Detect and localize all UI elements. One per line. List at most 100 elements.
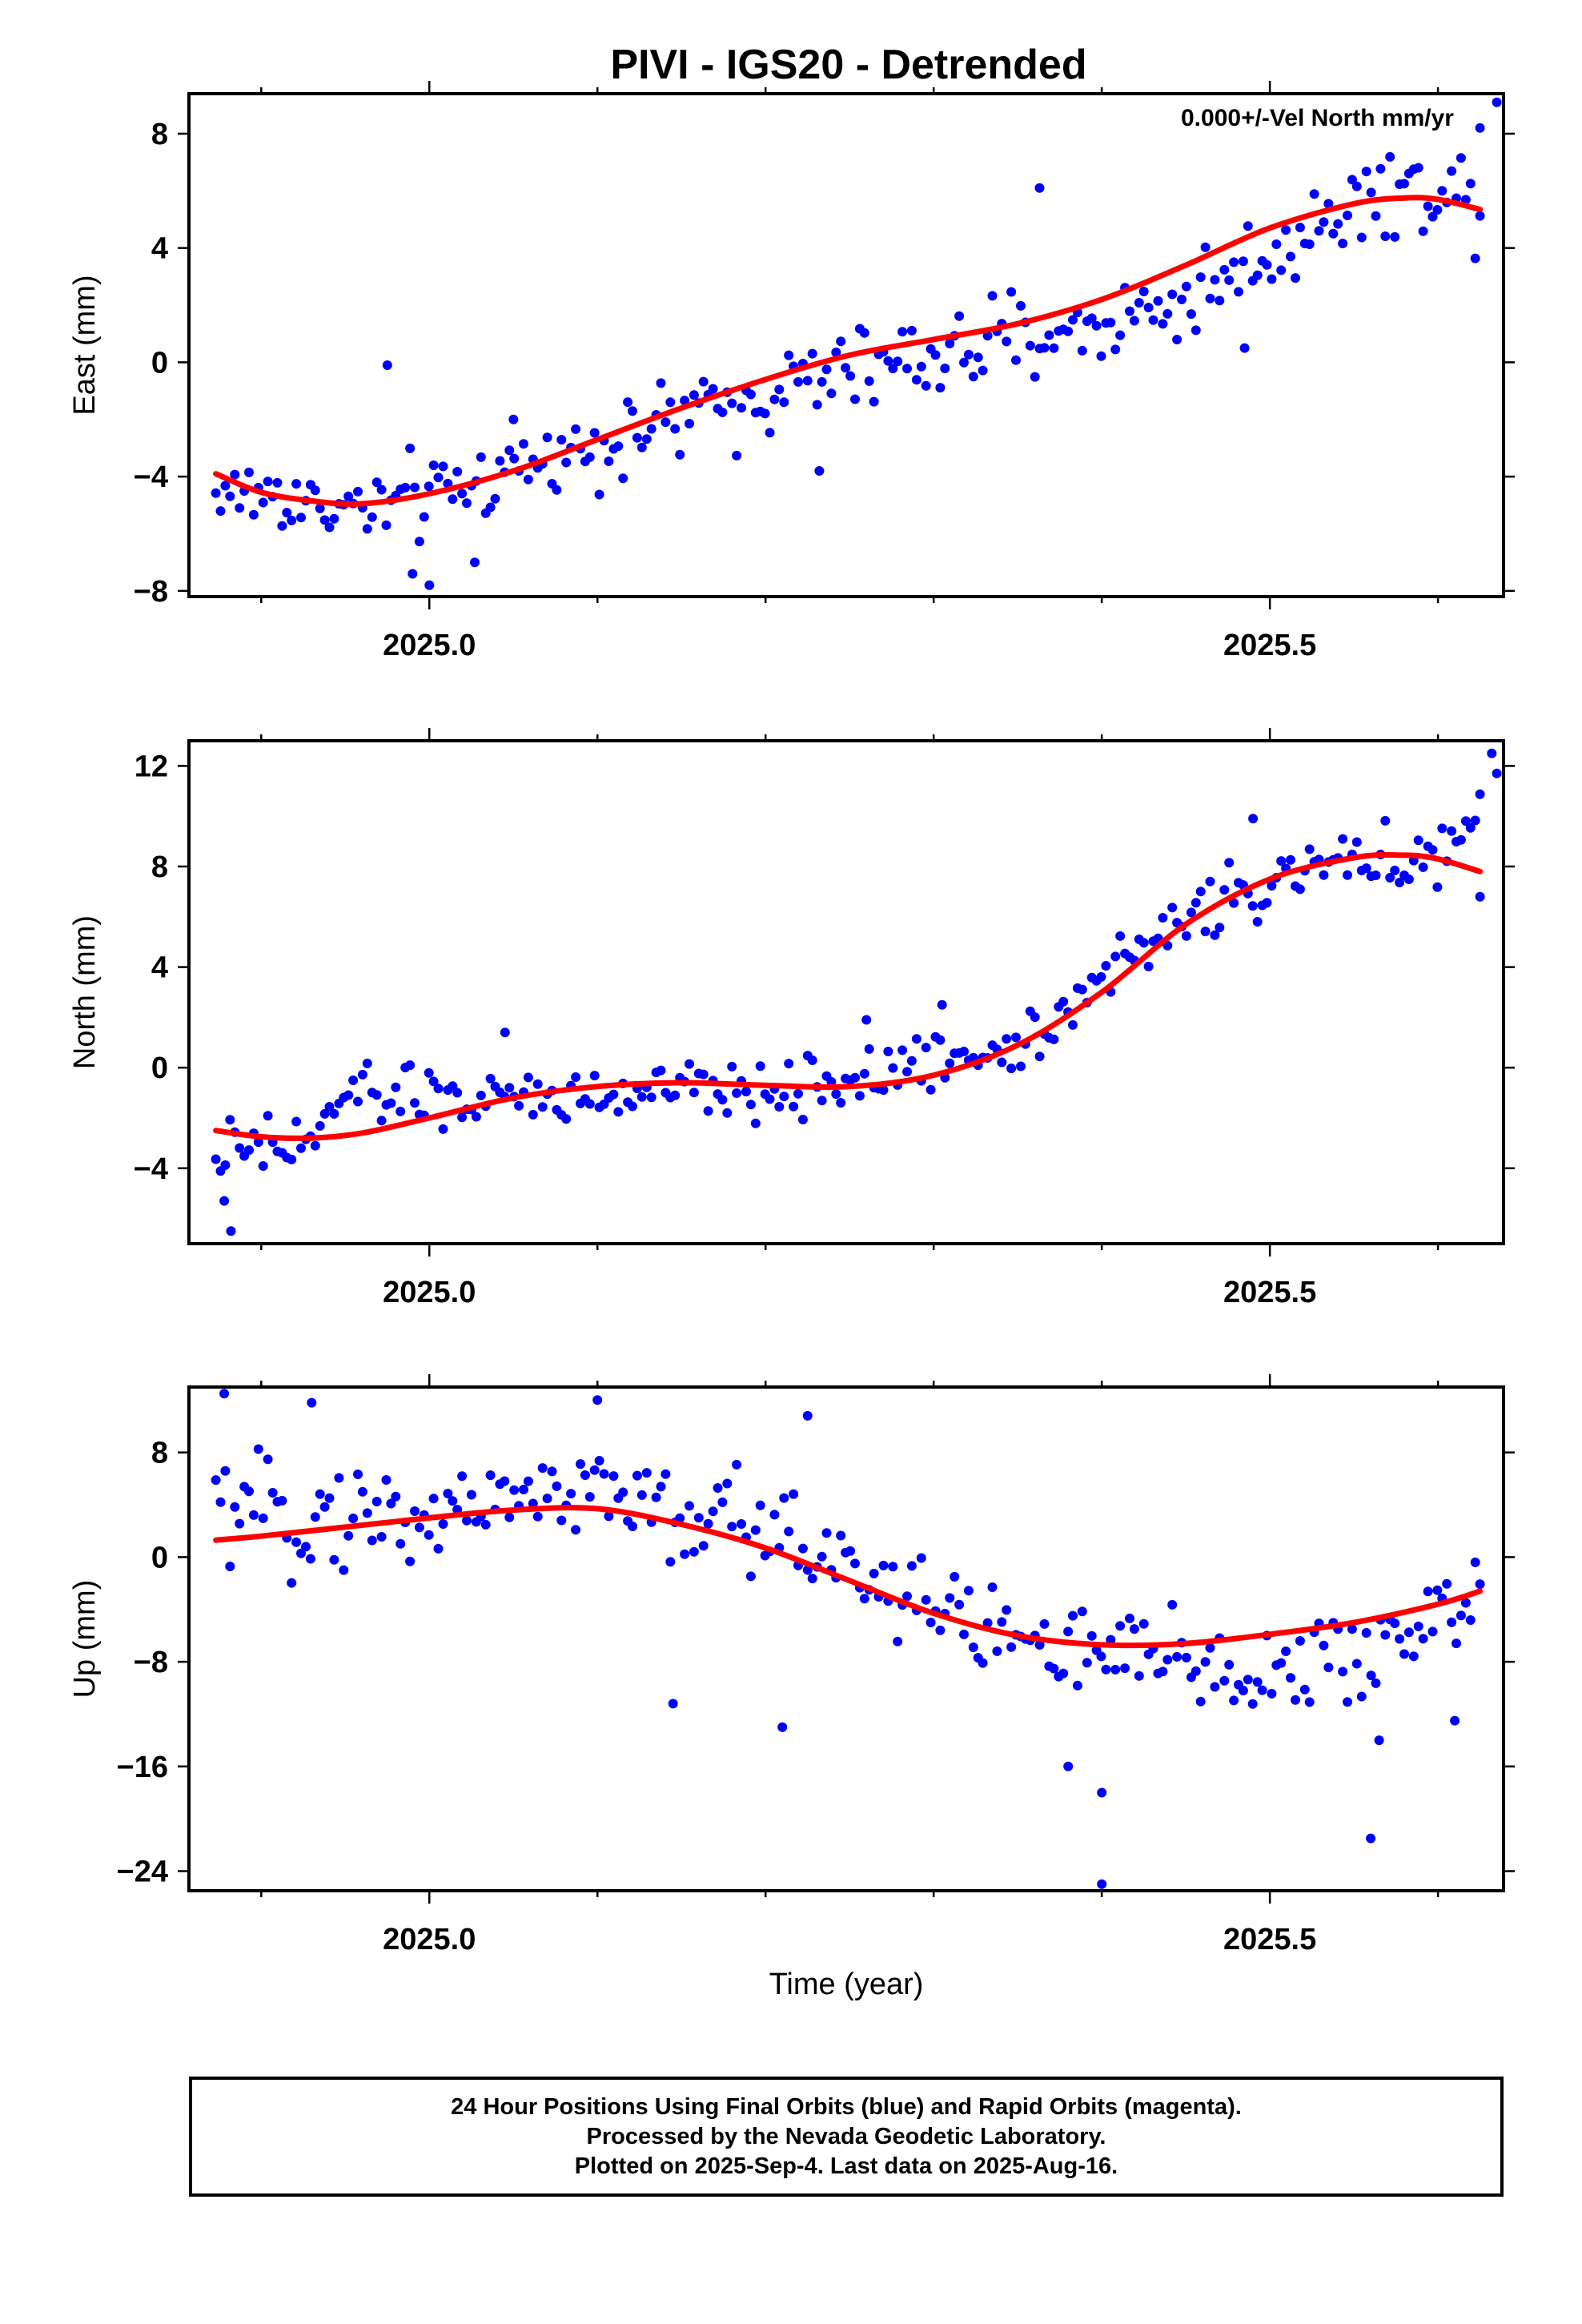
position-point (861, 1015, 872, 1025)
position-point (1475, 1579, 1485, 1590)
position-point (235, 1143, 245, 1153)
position-point (433, 1084, 444, 1094)
position-point (448, 1496, 458, 1506)
position-point (291, 1537, 302, 1547)
position-point (462, 1515, 472, 1526)
y-tick-label: 4 (151, 951, 168, 985)
position-point (675, 1513, 685, 1523)
position-point (1291, 273, 1300, 283)
position-point (1186, 907, 1196, 918)
position-point (1271, 239, 1282, 249)
position-point (1323, 1663, 1334, 1673)
figure-title: PIVI - IGS20 - Detrended (610, 42, 1086, 88)
position-point (1195, 272, 1206, 283)
y-tick-label: 8 (151, 118, 168, 151)
position-point (1276, 1658, 1287, 1668)
position-point (1390, 865, 1400, 875)
position-point (362, 1058, 372, 1068)
position-point (1432, 882, 1443, 892)
position-point (253, 1137, 263, 1148)
position-point (821, 1528, 832, 1538)
position-point (1475, 891, 1485, 902)
position-point (613, 441, 624, 452)
position-point (310, 1512, 320, 1522)
position-point (703, 1518, 713, 1529)
plot-frame (187, 1385, 1505, 1892)
position-point (258, 1161, 268, 1171)
position-point (921, 380, 931, 391)
position-point (353, 486, 363, 497)
position-point (561, 1114, 572, 1124)
position-point (1243, 1675, 1253, 1685)
position-point (888, 1562, 898, 1572)
position-point (343, 491, 354, 501)
position-point (514, 1100, 524, 1111)
position-point (1366, 1833, 1376, 1844)
plot-frame (187, 739, 1505, 1245)
position-point (727, 398, 737, 408)
position-point (680, 1549, 690, 1559)
position-point (1361, 167, 1371, 177)
position-point (859, 1068, 869, 1079)
position-point (737, 403, 746, 413)
position-point (1039, 1618, 1050, 1629)
position-point (396, 1106, 406, 1116)
position-point (1413, 835, 1423, 846)
position-point (1447, 826, 1457, 836)
position-point (1030, 372, 1040, 382)
y-tick-label: 0 (151, 1541, 168, 1574)
position-point (1323, 199, 1334, 209)
position-point (1408, 1651, 1419, 1662)
position-point (1106, 317, 1116, 328)
position-point (1063, 1626, 1074, 1637)
position-point (1110, 1664, 1121, 1675)
position-point (807, 1055, 817, 1065)
position-point (1011, 1032, 1021, 1043)
position-point (1016, 1061, 1026, 1072)
position-point (1058, 996, 1069, 1007)
position-point (1238, 256, 1248, 267)
position-point (470, 557, 480, 568)
position-point (1167, 903, 1178, 913)
position-point (916, 361, 926, 372)
position-point (357, 1486, 367, 1497)
position-point (1210, 930, 1220, 940)
position-point (698, 1069, 709, 1080)
position-point (831, 1089, 841, 1100)
position-point (1295, 223, 1305, 233)
position-point (750, 1525, 761, 1535)
position-point (689, 390, 699, 400)
position-point (717, 1497, 728, 1507)
position-point (1465, 822, 1476, 833)
position-point (523, 474, 533, 485)
position-point (1262, 898, 1272, 908)
position-point (382, 360, 392, 370)
position-point (457, 1471, 468, 1482)
position-point (592, 1395, 603, 1405)
position-point (1110, 344, 1121, 355)
position-point (1399, 1649, 1409, 1659)
position-point (1343, 870, 1352, 880)
position-point (542, 432, 552, 443)
position-point (1470, 253, 1480, 263)
position-point (732, 450, 742, 460)
position-point (1380, 815, 1391, 826)
position-point (253, 1444, 263, 1454)
position-point (888, 1063, 898, 1073)
position-point (850, 1072, 860, 1083)
position-point (1002, 336, 1012, 347)
position-point (651, 1492, 661, 1502)
position-point (1191, 325, 1201, 336)
position-point (968, 372, 978, 382)
position-point (893, 356, 903, 367)
position-point (310, 1140, 320, 1151)
position-point (1106, 1634, 1116, 1645)
position-point (779, 397, 789, 408)
position-point (1276, 265, 1287, 275)
position-point (1125, 1613, 1134, 1623)
position-point (1413, 163, 1423, 173)
position-point (348, 1514, 359, 1523)
position-point (211, 488, 221, 498)
position-point (817, 376, 827, 387)
position-point (353, 1096, 363, 1107)
